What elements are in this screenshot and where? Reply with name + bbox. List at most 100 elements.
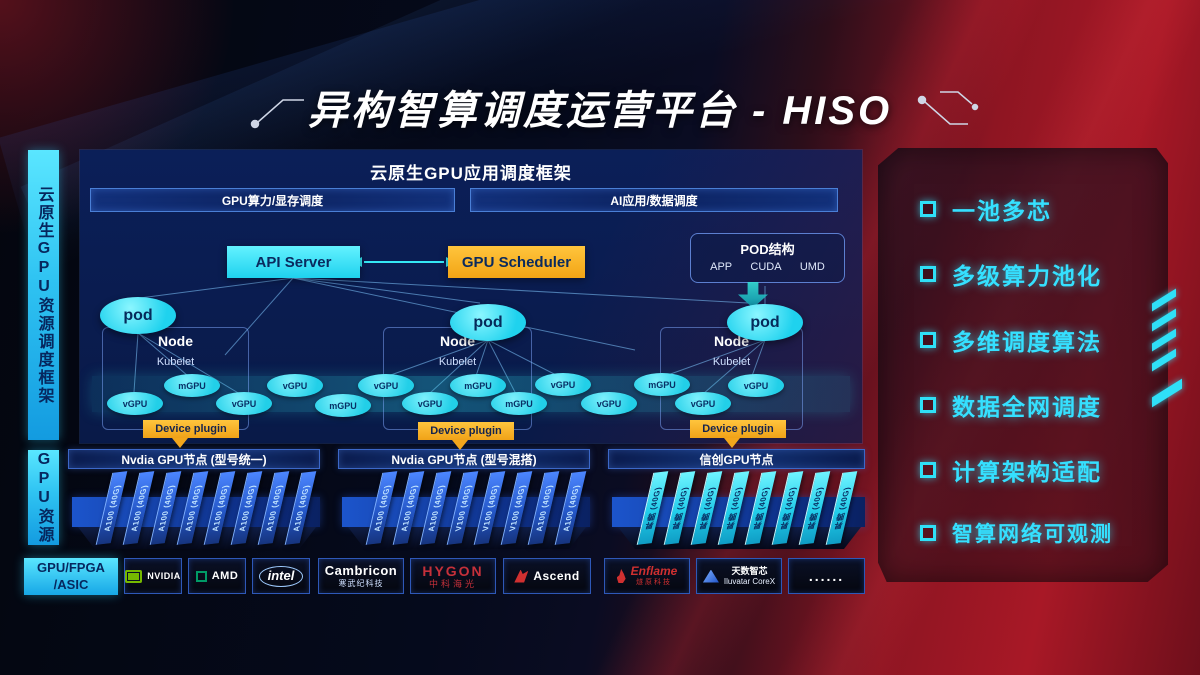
gpu-card: A100 (40G) [176,471,209,545]
checkbox-outline-icon [920,525,936,541]
feature-item: 多级算力池化 [920,257,1102,291]
framework-panel: 云原生GPU应用调度框架 GPU算力/显存调度 AI应用/数据调度 [80,150,862,443]
gpu-unit: vGPU [728,374,784,397]
device-plugin-2: Device plugin [418,422,514,440]
vendor-nvidia: NVIDIA [124,558,182,594]
title-circuit-decoration [250,91,979,129]
vendor-cambricon: Cambricon 寒武纪科技 [318,558,404,594]
gpu-card: V100 (40G) [473,471,506,545]
sidebar-framework-label: 云原生GPU资源调度框架 [35,185,53,405]
pod-layer-umd: UMD [799,261,825,273]
feature-item: 数据全网调度 [920,388,1102,422]
gpu-section-header-xinchuang: 信创GPU节点 [608,449,865,469]
vendor-hygon: HYGON 中科海光 [410,558,496,594]
intel-logo-icon: intel [258,565,304,587]
gpu-unit: mGPU [634,373,690,396]
gpu-unit: vGPU [675,392,731,415]
pod-layer-app: APP [710,261,733,273]
page-title: 异构智算调度运营平台 - HISO [307,89,893,133]
nvidia-logo-icon [125,569,143,583]
gpu-card: A100 (40G) [419,471,452,545]
gpu-unit: vGPU [267,374,323,397]
gpu-card: A100 (40G) [122,471,155,545]
gpu-card: V100 (40G) [446,471,479,545]
gpu-card: 昇腾 (40G) [771,471,804,545]
feature-item: 计算架构适配 [920,453,1102,487]
device-plugin-arrow-icon [172,438,188,448]
checkbox-outline-icon [920,266,936,282]
vendor-iluvatar: 天数智芯 Iluvatar CoreX [696,558,782,594]
gpu-card: 昇腾 (40G) [717,471,750,545]
gpu-card: A100 (40G) [527,471,560,545]
pod-ellipse-1: pod [100,297,176,334]
vendor-amd: AMD [188,558,246,594]
gpu-unit: mGPU [315,394,371,417]
gpu-card-group-uniform: A100 (40G) A100 (40G) A100 (40G) A100 (4… [95,471,317,545]
node-label: Node [714,333,749,349]
gpu-section-header-uniform: Nvdia GPU节点 (型号统一) [68,449,320,469]
connector-lines [133,257,766,395]
framework-header: 云原生GPU应用调度框架 [370,164,572,183]
gpu-card: A100 (40G) [392,471,425,545]
gpu-unit: vGPU [581,392,637,415]
kubelet-label: Kubelet [712,356,751,368]
checkbox-outline-icon [920,201,936,217]
gpu-unit: mGPU [450,374,506,397]
gpu-unit: vGPU [107,392,163,415]
compute-scheduling-bar: GPU算力/显存调度 [90,188,455,212]
ascend-logo-icon [514,569,529,583]
gpu-unit: vGPU [216,392,272,415]
gpu-unit: vGPU [358,374,414,397]
gpu-unit: vGPU [402,392,458,415]
device-plugin-3: Device plugin [690,420,786,438]
gpu-section-header-mixed: Nvdia GPU节点 (型号混搭) [338,449,590,469]
amd-logo-icon [195,570,207,582]
sidebar-framework-bar: 云原生GPU资源调度框架 [28,150,59,440]
enflame-logo-icon [616,569,626,583]
device-plugin-arrow-icon [452,440,468,450]
pod-structure-box: POD结构 APP CUDA UMD [690,233,845,283]
feature-item: 智算网络可观测 [920,518,1113,548]
vendor-intel: intel [252,558,310,594]
gpu-card: V100 (40G) [500,471,533,545]
gpu-card: A100 (40G) [257,471,290,545]
device-plugin-1: Device plugin [143,420,239,438]
gpu-card: 昇腾 (40G) [798,471,831,545]
gpu-unit: vGPU [535,373,591,396]
hazard-stripes-decoration [1152,288,1186,416]
device-plugin-arrow-icon [724,438,740,448]
ai-data-scheduling-bar: AI应用/数据调度 [470,188,838,212]
pod-ellipse-3: pod [727,304,803,341]
node-label: Node [158,333,193,349]
kubelet-label: Kubelet [156,356,195,368]
vendor-enflame: Enflame 燧原科技 [604,558,690,594]
feature-item: 多维调度算法 [920,323,1102,357]
feature-panel: 一池多芯 多级算力池化 多维调度算法 数据全网调度 计算架构适配 智算网络可观测 [878,148,1168,582]
iluvatar-logo-icon [702,569,719,583]
checkbox-outline-icon [920,462,936,478]
pod-ellipse-2: pod [450,304,526,341]
gpu-unit: mGPU [164,374,220,397]
gpu-scheduler-box: GPU Scheduler [448,246,585,278]
api-server-box: API Server [227,246,360,278]
gpu-card: 昇腾 (40G) [744,471,777,545]
pod-structure-title: POD结构 [740,242,795,257]
gpu-card-group-xinchuang: 昇腾 (40G) 昇腾 (40G) 昇腾 (40G) 昇腾 (40G) 昇腾 (… [636,471,858,545]
gpu-card-group-mixed: A100 (40G) A100 (40G) A100 (40G) V100 (4… [365,471,587,545]
sidebar-gpu-resource-label: GPU资源 [35,451,53,544]
pod-layer-cuda: CUDA [750,261,782,273]
kubelet-label: Kubelet [438,356,477,368]
gpu-card: A100 (40G) [230,471,263,545]
gpu-card: A100 (40G) [203,471,236,545]
vendor-ascend: Ascend [503,558,591,594]
sidebar-hardware-chip: GPU/FPGA /ASIC [24,558,118,595]
checkbox-outline-icon [920,397,936,413]
feature-item: 一池多芯 [920,192,1052,226]
vendor-more: ...... [788,558,865,594]
gpu-card: A100 (40G) [149,471,182,545]
gpu-card: 昇腾 (40G) [690,471,723,545]
sidebar-gpu-resource-bar: GPU资源 [28,450,59,545]
checkbox-outline-icon [920,332,936,348]
gpu-unit: mGPU [491,392,547,415]
